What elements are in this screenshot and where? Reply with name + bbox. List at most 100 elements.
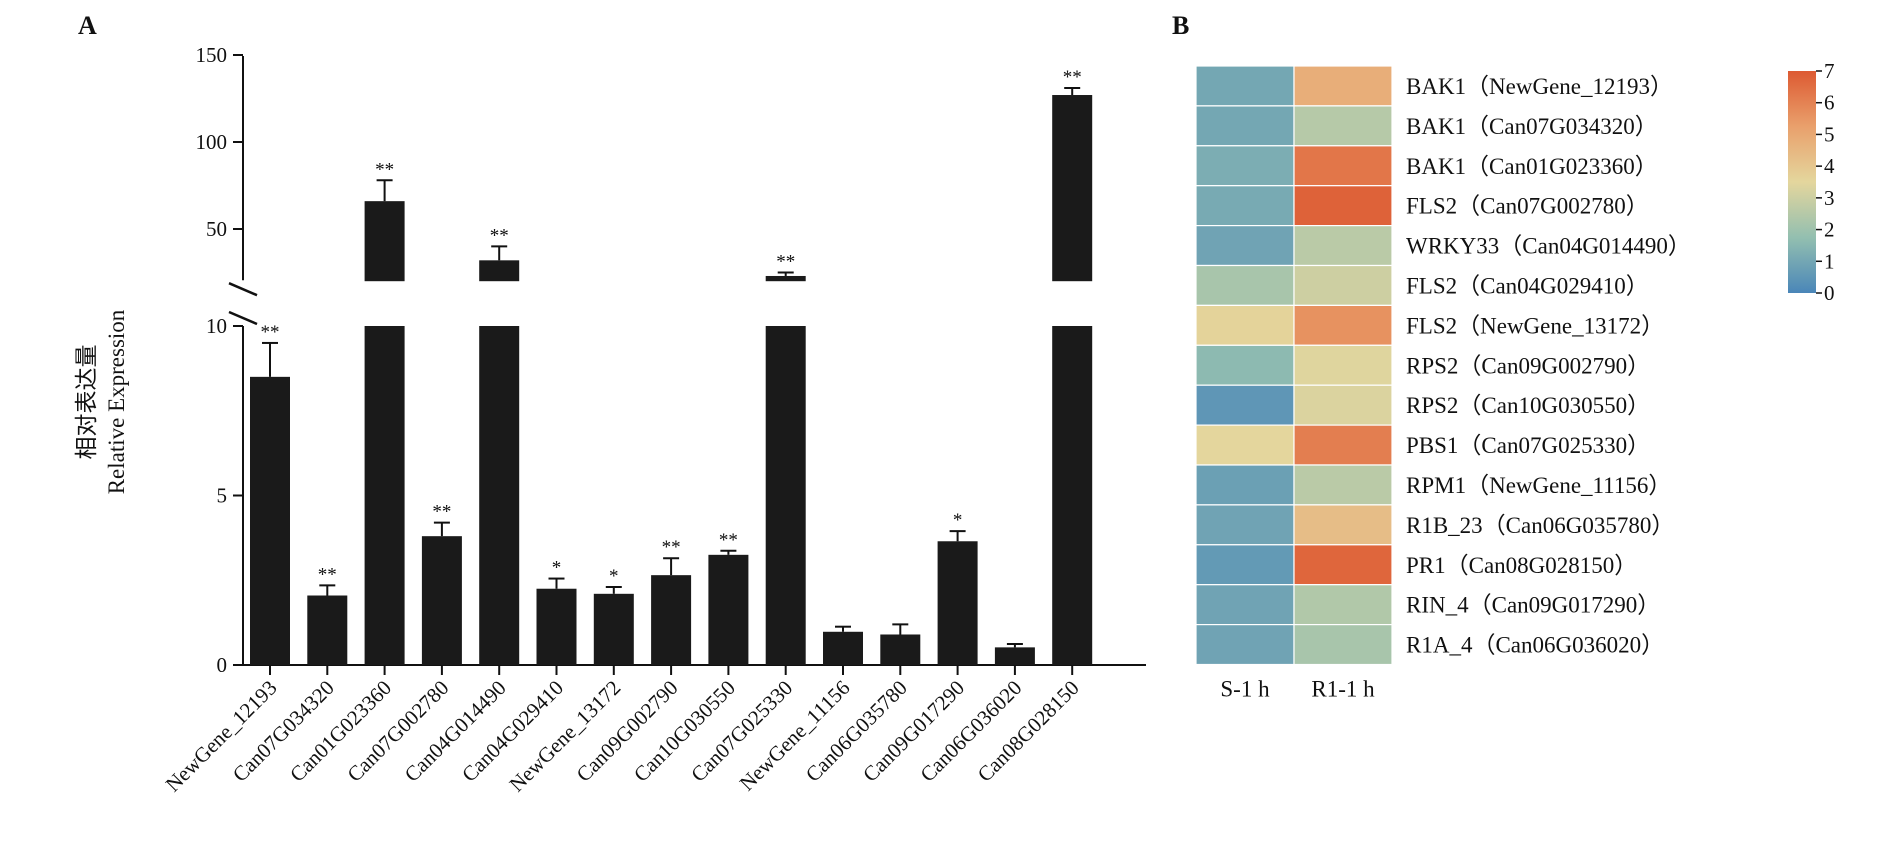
heatmap-cell	[1195, 185, 1295, 227]
x-tick-label: Can07G002780	[342, 676, 453, 787]
heatmap-cell	[1293, 145, 1393, 187]
heatmap-cell	[1293, 544, 1393, 586]
x-tick-label: Can06G036020	[915, 676, 1026, 787]
heatmap-row-label: PBS1（Can07G025330）	[1406, 433, 1650, 458]
heatmap-cell	[1195, 145, 1295, 187]
bar	[1052, 95, 1093, 282]
bar	[708, 554, 749, 665]
heatmap-row-label: RIN_4（Can09G017290）	[1406, 593, 1660, 618]
colorbar-tick-label: 3	[1824, 186, 1835, 210]
heatmap-cell	[1195, 384, 1295, 426]
axis-break-mark-upper	[228, 282, 258, 297]
heatmap-cell	[1293, 105, 1393, 147]
axis-break-mark-lower	[228, 310, 258, 326]
bar-lower-segment	[1052, 326, 1093, 665]
heatmap-column-labels: S-1 h R1-1 h	[1220, 677, 1375, 702]
bar	[937, 541, 978, 665]
heatmap-cell	[1293, 225, 1393, 267]
bar	[880, 634, 921, 665]
heatmap-cell	[1195, 504, 1295, 546]
bar	[823, 631, 863, 665]
x-tick-label: Can07G034320	[228, 676, 339, 787]
colorbar: 0 1 2 3 4 5 6 7	[1788, 59, 1835, 305]
heatmap-cell	[1195, 65, 1295, 107]
y-axis-title-cn: 相对表达量	[74, 345, 99, 460]
y-tick-label: 10	[206, 314, 227, 338]
heatmap-cells	[1195, 65, 1393, 666]
significance-label: *	[552, 558, 562, 579]
heatmap-cell	[1293, 424, 1393, 466]
bar-lower-segment	[364, 326, 405, 665]
bar-lower-segment	[765, 326, 806, 665]
heatmap-cell	[1195, 544, 1295, 586]
bar	[765, 275, 806, 282]
significance-label: *	[953, 510, 963, 531]
heatmap-row-label: BAK1（Can01G023360）	[1406, 154, 1658, 179]
heatmap-column-label: S-1 h	[1220, 677, 1270, 702]
heatmap-cell	[1195, 304, 1295, 346]
bar	[536, 588, 577, 665]
heatmap-column-label: R1-1 h	[1311, 677, 1375, 702]
heatmap-cell	[1293, 504, 1393, 546]
bar	[250, 376, 290, 665]
significance-label: **	[318, 564, 337, 585]
colorbar-tick-label: 2	[1824, 218, 1835, 242]
bar-lower-segment	[479, 326, 520, 665]
colorbar-tick-label: 7	[1824, 59, 1835, 83]
significance-label: **	[261, 322, 280, 343]
heatmap-cell	[1195, 464, 1295, 506]
colorbar-gradient	[1788, 71, 1816, 293]
x-tick-label: Can10G030550	[629, 676, 740, 787]
colorbar-tick-label: 5	[1824, 122, 1835, 146]
heatmap-row-label: FLS2（NewGene_13172）	[1406, 313, 1664, 338]
significance-label: **	[432, 502, 451, 523]
heatmap-cell	[1293, 264, 1393, 307]
significance-label: *	[609, 566, 619, 587]
panel-b-label: B	[1172, 11, 1189, 40]
heatmap-cell	[1293, 384, 1393, 426]
y-tick-label: 0	[217, 653, 228, 677]
heatmap-row-label: FLS2（Can07G002780）	[1406, 194, 1649, 219]
heatmap-cell	[1195, 584, 1295, 626]
heatmap-row-label: PR1（Can08G028150）	[1406, 553, 1637, 578]
y-axis-title: 相对表达量 Relative Expression	[74, 309, 129, 494]
colorbar-tick-label: 4	[1824, 154, 1835, 178]
heatmap-cell	[1195, 424, 1295, 466]
heatmap-cell	[1293, 304, 1393, 346]
y-tick-label: 100	[196, 130, 228, 154]
bar	[479, 260, 520, 282]
x-tick-labels: NewGene_12193Can07G034320Can01G023360Can…	[161, 676, 1084, 797]
heatmap-row-label: BAK1（Can07G034320）	[1406, 114, 1658, 139]
bars: *********** *** *******	[250, 67, 1093, 665]
heatmap-cell	[1293, 65, 1393, 107]
colorbar-tick-label: 0	[1824, 281, 1835, 305]
significance-label: **	[1063, 67, 1082, 88]
heatmap-cell	[1195, 344, 1295, 386]
x-tick-label: Can09G017290	[858, 676, 969, 787]
x-tick-label: Can01G023360	[285, 676, 396, 787]
significance-label: **	[719, 530, 738, 551]
heatmap-row-label: FLS2（Can04G029410）	[1406, 273, 1649, 298]
significance-label: **	[776, 252, 795, 273]
colorbar-tick-label: 1	[1824, 249, 1835, 273]
x-tick-label: Can07G025330	[686, 676, 797, 787]
heatmap-row-label: BAK1（NewGene_12193）	[1406, 74, 1673, 99]
y-tick-label: 150	[196, 43, 228, 67]
y-tick-label: 5	[217, 484, 228, 508]
x-tick-label: Can04G014490	[400, 676, 511, 787]
bar	[421, 536, 462, 665]
x-tick-label: Can04G029410	[457, 676, 568, 787]
heatmap-row-label: RPS2（Can09G002790）	[1406, 353, 1650, 378]
bar	[593, 593, 634, 665]
bar	[307, 595, 348, 665]
heatmap-cell	[1293, 623, 1393, 666]
bar	[651, 575, 692, 665]
heatmap-cell	[1293, 185, 1393, 227]
significance-label: **	[375, 159, 394, 180]
y-tick-label: 50	[206, 217, 227, 241]
heatmap-row-label: R1B_23（Can06G035780）	[1406, 513, 1674, 538]
panel-b-heatmap: B BAK1（NewGene_12193） BAK1（Can07G034320） B…	[1172, 11, 1835, 702]
heatmap-row-label: R1A_4（Can06G036020）	[1406, 633, 1664, 658]
y-axis-title-en: Relative Expression	[104, 309, 129, 494]
